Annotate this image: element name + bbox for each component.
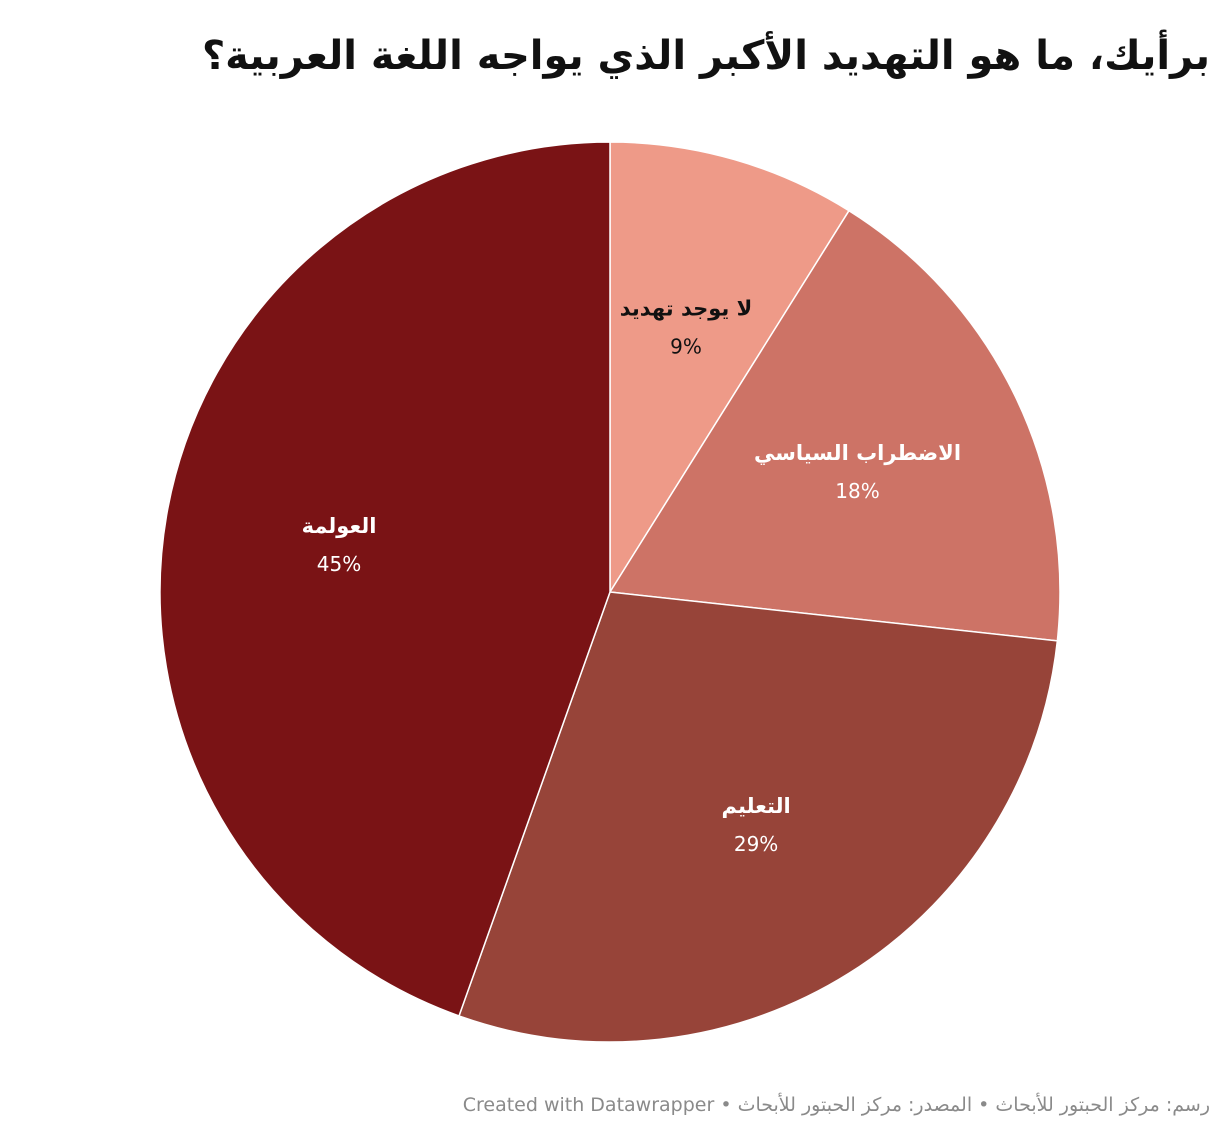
slice-label: العولمة <box>302 514 377 538</box>
slice-value-label: 45% <box>317 552 361 576</box>
pie-slices <box>159 141 1061 1043</box>
pie-slice[interactable] <box>609 141 850 593</box>
pie-slice[interactable] <box>609 209 1061 642</box>
slice-value-label: 9% <box>670 335 702 359</box>
slice-label: الاضطراب السياسي <box>754 441 961 465</box>
pie-slice[interactable] <box>458 591 1059 1043</box>
slice-value-label: 29% <box>734 832 778 856</box>
pie-labels: لا يوجد تهديد 9% الاضطراب السياسي 18% التعلي… <box>302 297 961 856</box>
pie-slice[interactable] <box>159 141 611 1017</box>
slice-label: لا يوجد تهديد <box>620 297 752 321</box>
chart-footer: رسم: مركز الحبتور للأبحاث • المصدر: مركز… <box>462 1094 1210 1116</box>
chart-title: برأيك، ما هو التهديد الأكبر الذي يواجه ا… <box>201 33 1210 79</box>
slice-value-label: 18% <box>835 479 879 503</box>
slice-label: التعليم <box>722 794 791 818</box>
